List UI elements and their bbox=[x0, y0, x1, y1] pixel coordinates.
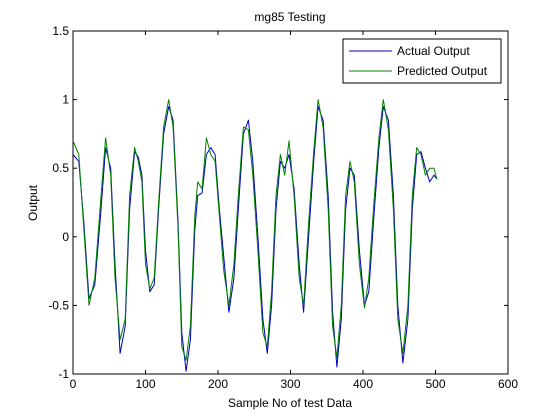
legend: Actual Output Predicted Output bbox=[342, 38, 502, 84]
x-tick-label: 100 bbox=[135, 377, 155, 391]
x-tick-label: 200 bbox=[208, 377, 228, 391]
x-tick-label: 500 bbox=[425, 377, 445, 391]
legend-label-predicted: Predicted Output bbox=[397, 64, 488, 78]
y-tick-label: -1 bbox=[58, 367, 69, 381]
x-axis-label: Sample No of test Data bbox=[228, 396, 352, 410]
legend-label-actual: Actual Output bbox=[397, 44, 470, 58]
y-axis-label: Output bbox=[26, 184, 40, 221]
x-tick-label: 400 bbox=[353, 377, 373, 391]
chart-title: mg85 Testing bbox=[254, 10, 325, 24]
y-tick-label: 0 bbox=[62, 230, 69, 244]
tick-layer: 0 100 200 300 400 500 600 -1 -0.5 0 0.5 1 1.5 bbox=[48, 24, 518, 391]
y-tick-label: 1.5 bbox=[52, 24, 69, 38]
y-tick-label: 0.5 bbox=[52, 161, 69, 175]
series-layer bbox=[72, 99, 438, 372]
plot-area bbox=[72, 30, 509, 375]
series-line-predicted-output bbox=[72, 99, 438, 361]
y-tick-label: 1 bbox=[62, 93, 69, 107]
series-line-actual-output bbox=[72, 106, 438, 372]
legend-box bbox=[342, 38, 502, 84]
y-tick-label: -0.5 bbox=[48, 298, 69, 312]
x-tick-label: 300 bbox=[280, 377, 300, 391]
x-tick-label: 0 bbox=[70, 377, 77, 391]
x-tick-label: 600 bbox=[498, 377, 518, 391]
